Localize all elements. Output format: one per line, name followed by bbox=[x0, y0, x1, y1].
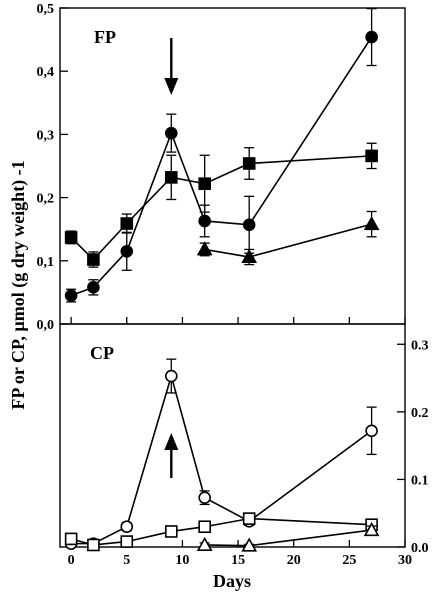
data-point-circle bbox=[87, 281, 100, 294]
series-line bbox=[70, 155, 372, 261]
data-point-square bbox=[242, 157, 256, 170]
top-panel-label: FP bbox=[94, 27, 116, 47]
data-point-circle bbox=[64, 289, 78, 302]
data-point-circle bbox=[365, 30, 378, 44]
y-tick-label: 0,3 bbox=[37, 128, 55, 143]
data-point-square bbox=[164, 171, 178, 184]
data-point-triangle bbox=[196, 536, 213, 551]
data-point-square bbox=[242, 512, 256, 525]
data-point-circle bbox=[120, 245, 134, 258]
data-point-triangle bbox=[363, 521, 380, 537]
data-point-square bbox=[64, 532, 78, 546]
y-tick-label: 0.0 bbox=[411, 541, 429, 556]
y-tick-label: 0.1 bbox=[411, 473, 429, 488]
y-tick-label: 0,5 bbox=[37, 2, 55, 17]
data-point-square bbox=[198, 520, 211, 534]
series-line bbox=[204, 529, 372, 547]
up-arrow-head bbox=[164, 433, 179, 450]
x-tick-label: 5 bbox=[123, 553, 130, 568]
annotations bbox=[164, 38, 179, 478]
y-tick-label: 0,2 bbox=[37, 192, 55, 207]
data-point-triangle bbox=[196, 241, 213, 256]
down-arrow-head bbox=[164, 78, 179, 95]
x-tick-label: 15 bbox=[231, 553, 245, 568]
top-panel-frame bbox=[59, 7, 406, 325]
y-tick-label: 0.2 bbox=[411, 406, 429, 421]
series-line bbox=[70, 36, 373, 297]
data-point-circle bbox=[198, 491, 211, 504]
data-point-square bbox=[120, 535, 134, 548]
data-point-circle bbox=[242, 218, 256, 232]
x-tick-label: 0 bbox=[68, 553, 75, 568]
bottom-panel-label: CP bbox=[90, 343, 114, 363]
y-tick-label: 0,4 bbox=[37, 65, 55, 80]
data-point-triangle bbox=[363, 215, 380, 231]
series-line bbox=[71, 373, 373, 545]
x-tick-label: 10 bbox=[175, 553, 189, 568]
series-layer bbox=[64, 7, 380, 552]
y-axis-title: FP or CP, µmol (g dry weight) -1 bbox=[8, 160, 29, 409]
data-point-circle bbox=[164, 369, 178, 383]
x-tick-label: 30 bbox=[398, 553, 412, 568]
data-point-square bbox=[198, 177, 211, 190]
series-line bbox=[204, 223, 372, 258]
data-point-triangle bbox=[241, 248, 258, 264]
data-point-square bbox=[87, 538, 100, 552]
data-point-circle bbox=[198, 214, 211, 228]
data-point-circle bbox=[164, 126, 178, 140]
x-tick-label: 20 bbox=[287, 553, 301, 568]
data-point-square bbox=[64, 231, 78, 244]
data-point-triangle bbox=[241, 537, 258, 552]
data-point-circle bbox=[365, 424, 378, 438]
y-tick-label: 0,1 bbox=[37, 255, 55, 270]
data-point-square bbox=[164, 525, 178, 538]
axis-ticks: 0,0 0,1 0,2 0,3 0,4 0,5 0.0 0.1 0.2 0.3 0 5 10 15 20 25… bbox=[37, 2, 429, 568]
x-axis-title: Days bbox=[213, 571, 251, 591]
data-point-circle bbox=[120, 520, 134, 534]
data-point-square bbox=[365, 149, 378, 163]
bottom-panel-frame bbox=[59, 323, 406, 548]
data-point-square bbox=[87, 253, 100, 266]
x-tick-label: 25 bbox=[342, 553, 356, 568]
y-tick-label: 0.3 bbox=[411, 338, 429, 353]
data-point-square bbox=[120, 217, 134, 230]
y-tick-label: 0,0 bbox=[37, 318, 55, 333]
